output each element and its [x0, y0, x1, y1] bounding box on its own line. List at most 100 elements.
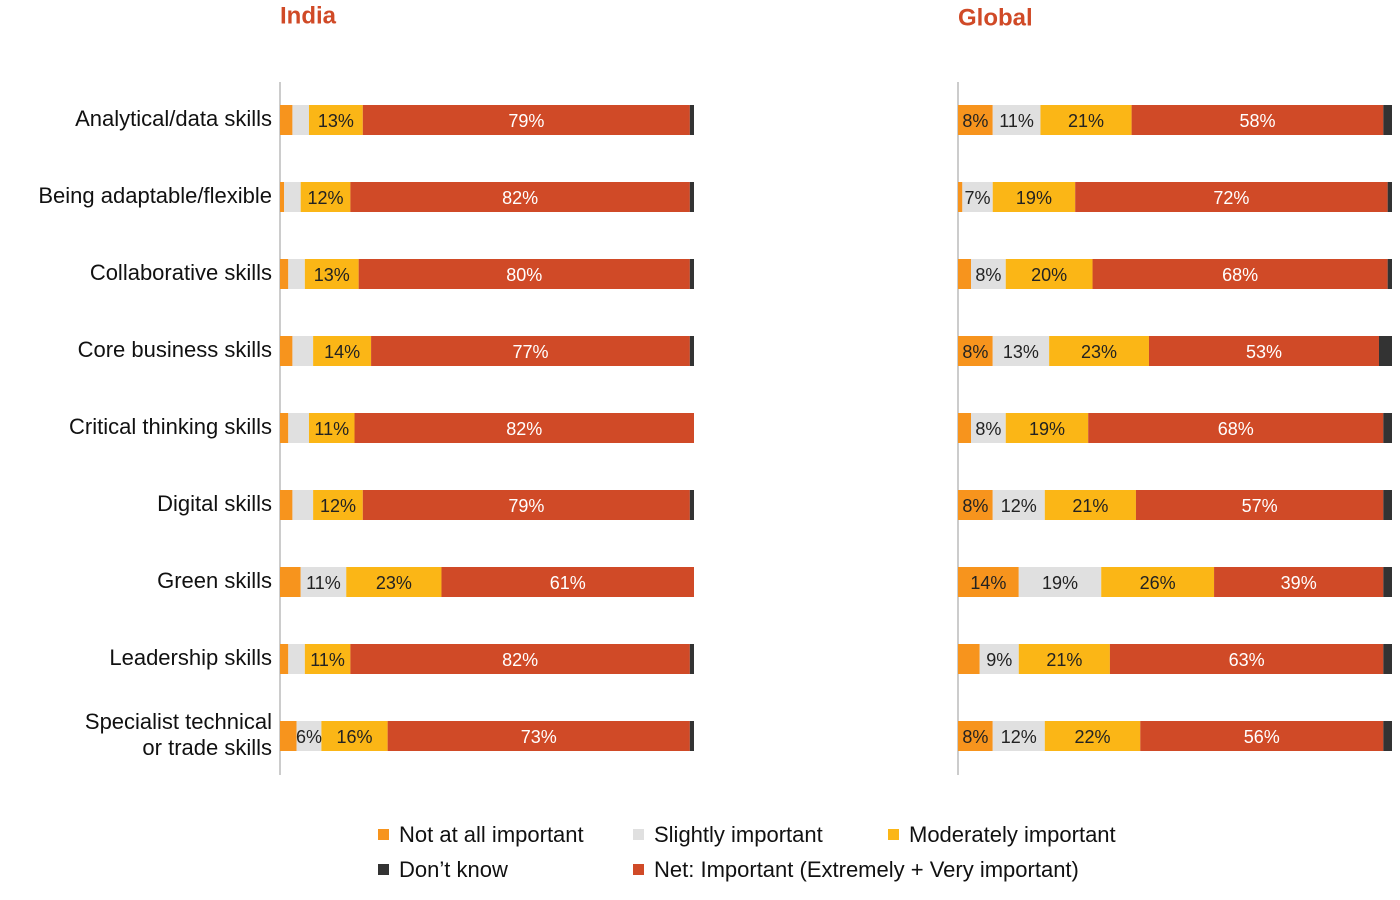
bar-segment: [1383, 490, 1392, 520]
bar-segment: [284, 182, 301, 212]
bar-segment: [1049, 336, 1149, 366]
category-label: Critical thinking skills: [69, 414, 272, 439]
bar-segment: [280, 413, 289, 443]
bar-segment: [1092, 259, 1388, 289]
value-label: 8%: [962, 342, 988, 362]
bar-segment: [1044, 721, 1141, 751]
bar-segment: [958, 644, 980, 674]
bar-segment: [958, 567, 1019, 597]
bar-segment: [1387, 182, 1392, 212]
value-label: 80%: [506, 265, 542, 285]
category-label: Green skills: [157, 568, 272, 593]
bar-segment: [304, 259, 359, 289]
legend-label: Slightly important: [654, 822, 823, 847]
value-label: 56%: [1244, 727, 1280, 747]
bar-segment: [362, 490, 690, 520]
bar-segment: [689, 259, 694, 289]
value-label: 16%: [337, 727, 373, 747]
bar-segment: [280, 336, 293, 366]
value-label: 14%: [324, 342, 360, 362]
bar-segment: [1131, 105, 1384, 135]
bar-segment: [1088, 413, 1384, 443]
bar-segment: [313, 490, 363, 520]
category-label: Specialist technical or trade skills: [85, 709, 272, 760]
bar-segment: [1040, 105, 1132, 135]
value-label: 21%: [1072, 496, 1108, 516]
value-label: 8%: [962, 111, 988, 131]
value-label: 13%: [1003, 342, 1039, 362]
bar-segment: [958, 105, 993, 135]
value-label: 23%: [1081, 342, 1117, 362]
legend-swatch: [633, 864, 644, 875]
value-label: 72%: [1213, 188, 1249, 208]
value-label: 19%: [1029, 419, 1065, 439]
bar-segment: [387, 721, 690, 751]
value-label: 79%: [508, 111, 544, 131]
value-label: 11%: [999, 111, 1034, 131]
bar-segment: [1383, 721, 1392, 751]
bar-segment: [304, 644, 351, 674]
value-label: 23%: [376, 573, 412, 593]
bar-segment: [689, 721, 694, 751]
value-label: 14%: [970, 573, 1006, 593]
bar-segment: [992, 336, 1050, 366]
category-label: Being adaptable/flexible: [38, 183, 272, 208]
bar-segment: [1044, 490, 1136, 520]
bar-segment: [689, 644, 694, 674]
value-label: 12%: [1001, 727, 1037, 747]
value-label: 11%: [310, 650, 345, 670]
legend-swatch: [378, 829, 389, 840]
value-label: 63%: [1229, 650, 1265, 670]
category-label: Leadership skills: [109, 645, 272, 670]
bar-segment: [321, 721, 388, 751]
bar-segment: [280, 721, 297, 751]
value-label: 20%: [1031, 265, 1067, 285]
bar-segment: [346, 567, 442, 597]
bar-segment: [992, 721, 1045, 751]
bar-segment: [441, 567, 694, 597]
bar-segment: [992, 490, 1045, 520]
bar-segment: [1005, 413, 1089, 443]
bar-segment: [280, 182, 285, 212]
bar-segment: [1383, 413, 1392, 443]
bar-segment: [1109, 644, 1384, 674]
bar-segment: [288, 259, 305, 289]
bar-segment: [958, 336, 993, 366]
bar-segment: [1140, 721, 1384, 751]
bar-segment: [354, 413, 694, 443]
value-label: 13%: [318, 111, 354, 131]
bar-segment: [308, 413, 355, 443]
bar-segment: [288, 413, 309, 443]
legend-swatch: [633, 829, 644, 840]
value-label: 8%: [975, 419, 1001, 439]
bar-segment: [280, 644, 289, 674]
category-label: Core business skills: [78, 337, 272, 362]
bar-segment: [979, 644, 1019, 674]
bar-segment: [292, 105, 309, 135]
value-label: 12%: [320, 496, 356, 516]
bar-segment: [958, 182, 963, 212]
value-label: 12%: [1001, 496, 1037, 516]
value-label: 9%: [986, 650, 1012, 670]
bar-segment: [971, 259, 1006, 289]
value-label: 11%: [314, 419, 349, 439]
bar-segment: [1005, 259, 1093, 289]
bar-segment: [1101, 567, 1215, 597]
bar-segment: [992, 182, 1076, 212]
bar-segment: [1378, 336, 1392, 366]
value-label: 11%: [306, 573, 341, 593]
bar-segment: [280, 567, 301, 597]
value-label: 19%: [1042, 573, 1078, 593]
bar-segment: [689, 182, 694, 212]
bar-segment: [1075, 182, 1388, 212]
bar-segment: [689, 336, 694, 366]
value-label: 79%: [508, 496, 544, 516]
legend-swatch: [378, 864, 389, 875]
value-label: 19%: [1016, 188, 1052, 208]
value-label: 82%: [502, 650, 538, 670]
bar-segment: [358, 259, 690, 289]
category-label: Analytical/data skills: [75, 106, 272, 131]
bar-segment: [958, 490, 993, 520]
value-label: 39%: [1281, 573, 1317, 593]
value-label: 61%: [550, 573, 586, 593]
